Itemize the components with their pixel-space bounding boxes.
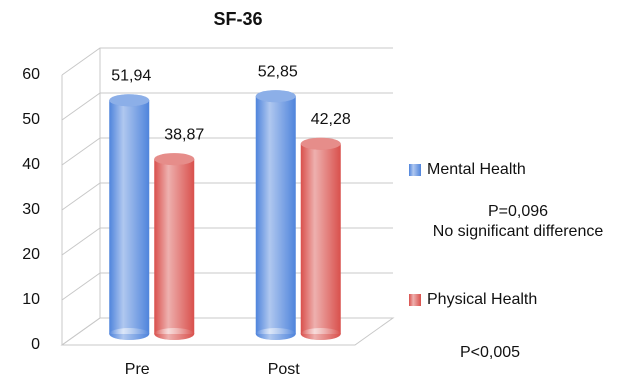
bar-top-shine xyxy=(154,153,195,166)
bar-top xyxy=(300,137,341,150)
bar-top xyxy=(109,94,150,107)
y-tick-label: 30 xyxy=(22,201,40,218)
y-tick-label: 0 xyxy=(31,336,40,353)
y-tick-label: 60 xyxy=(22,66,40,83)
annotation: No significant difference xyxy=(433,223,604,240)
legend-label: Mental Health xyxy=(427,161,526,178)
value-label: 52,85 xyxy=(258,63,298,80)
y-tick-label: 40 xyxy=(22,156,40,173)
legend-key-shine xyxy=(409,164,421,176)
bar-shine xyxy=(109,100,150,335)
y-tick-label: 20 xyxy=(22,246,40,263)
x-tick-label: Pre xyxy=(125,361,150,378)
bar-shine-base xyxy=(300,328,341,340)
bar-top xyxy=(255,90,296,103)
annotation: P=0,096 xyxy=(488,203,548,220)
legend-key-shine xyxy=(409,294,421,306)
value-label: 42,28 xyxy=(311,111,351,128)
bar-shine-base xyxy=(255,328,296,340)
bar-top xyxy=(154,153,195,166)
annotation: P<0,005 xyxy=(460,344,520,361)
bar-shine xyxy=(300,143,341,334)
chart-title: SF-36 xyxy=(213,9,262,29)
x-tick-label: Post xyxy=(268,361,301,378)
value-label: 51,94 xyxy=(111,67,151,84)
grid-line xyxy=(61,47,393,76)
bar-top-shine xyxy=(255,90,296,103)
value-label: 38,87 xyxy=(164,126,204,143)
y-tick-label: 50 xyxy=(22,111,40,128)
bar-shine xyxy=(154,159,195,334)
bar-shine-base xyxy=(154,328,195,340)
legend-label: Physical Health xyxy=(427,291,537,308)
bar-shine-base xyxy=(109,328,150,340)
bar-shine xyxy=(255,96,296,334)
bar-top-shine xyxy=(109,94,150,107)
y-tick-label: 10 xyxy=(22,291,40,308)
grid-line xyxy=(61,92,393,121)
bar-top-shine xyxy=(300,137,341,150)
